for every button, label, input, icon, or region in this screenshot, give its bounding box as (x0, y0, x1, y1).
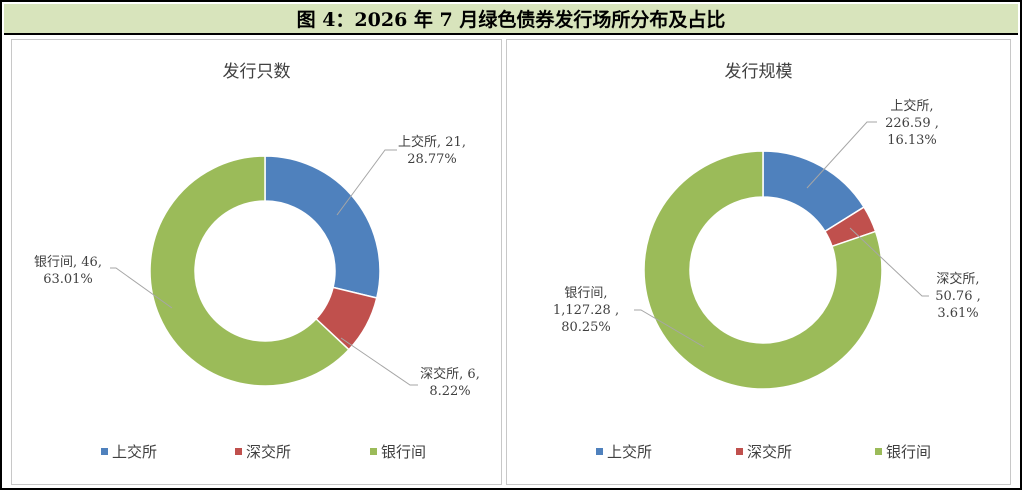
legend-label-shenzhen: 深交所 (246, 443, 292, 461)
leader-line-shanghai (806, 121, 877, 189)
donut-slice-interbank (149, 155, 350, 387)
legend-label-interbank: 银行间 (381, 443, 427, 461)
leader-line-shanghai (336, 149, 397, 216)
legend-swatch-shenzhen (736, 448, 743, 455)
data-label-line: 深交所, 6, (420, 366, 480, 382)
legend-label-shanghai: 上交所 (112, 443, 158, 461)
legend-item-interbank: 银行间 (370, 441, 426, 462)
leader-line-interbank (634, 309, 705, 348)
chart-panel-amount: 发行规模 上交所, 226.59 , 16.13% 深交所, 50.76 , 3.61% 银… (506, 39, 1011, 485)
donut-chart-amount: 上交所, 226.59 , 16.13% 深交所, 50.76 , 3.61% 银行间, 1,… (553, 98, 981, 390)
data-label-shanghai: 上交所, 21, 28.77% (398, 134, 466, 167)
leader-line-shenzhen (849, 227, 929, 297)
legend-count: 上交所 深交所 银行间 (12, 441, 501, 461)
data-label-line: 28.77% (407, 152, 457, 167)
data-label-line: 8.22% (429, 384, 470, 399)
data-label-line: 3.61% (937, 306, 978, 321)
data-label-line: 银行间, (564, 286, 607, 301)
legend-swatch-interbank (370, 448, 377, 455)
legend-swatch-interbank (875, 448, 882, 455)
data-label-line: 16.13% (887, 133, 937, 148)
legend-item-shanghai: 上交所 (596, 441, 652, 462)
data-label-line: 63.01% (43, 272, 93, 287)
data-label-line: 226.59 , (885, 116, 939, 131)
legend-label-interbank: 银行间 (886, 443, 932, 461)
data-label-line: 1,127.28 , (553, 303, 619, 318)
data-label-shanghai: 上交所, 226.59 , 16.13% (885, 98, 939, 148)
donut-chart-count: 上交所, 21, 28.77% 深交所, 6, 8.22% 银行间, 46, 63.01% (34, 134, 480, 399)
data-label-shenzhen: 深交所, 50.76 , 3.61% (935, 271, 980, 321)
chart-panel-count: 发行只数 上交所, 21, 28.77% 深交所, 6, 8.22% 银行间, 46, 6… (11, 39, 502, 485)
legend-label-shanghai: 上交所 (607, 443, 653, 461)
data-label-line: 深交所, (936, 271, 979, 287)
legend-item-shenzhen: 深交所 (235, 441, 291, 462)
chart-title-count: 发行只数 (222, 62, 291, 82)
legend-swatch-shenzhen (235, 448, 242, 455)
leader-line-interbank (110, 267, 173, 309)
legend-item-interbank: 银行间 (875, 441, 931, 462)
data-label-interbank: 银行间, 1,127.28 , 80.25% (553, 286, 619, 335)
data-label-line: 上交所, (890, 98, 933, 114)
legend-item-shenzhen: 深交所 (736, 441, 792, 462)
donut-slice-interbank (643, 150, 883, 390)
data-label-line: 银行间, 46, (34, 255, 102, 270)
legend-label-shenzhen: 深交所 (747, 443, 793, 461)
data-label-line: 50.76 , (935, 289, 980, 304)
data-label-line: 80.25% (561, 320, 611, 335)
legend-item-shanghai: 上交所 (101, 441, 157, 462)
donut-slice-shanghai (264, 155, 381, 299)
data-label-interbank: 银行间, 46, 63.01% (34, 255, 102, 287)
data-label-shenzhen: 深交所, 6, 8.22% (420, 366, 480, 399)
leader-line-shenzhen (340, 337, 418, 386)
legend-swatch-shanghai (101, 448, 108, 455)
legend-swatch-shanghai (596, 448, 603, 455)
legend-amount: 上交所 深交所 银行间 (507, 441, 1010, 461)
figure-title: 图 4：2026 年 7 月绿色债券发行场所分布及占比 (4, 4, 1018, 35)
chart-title-amount: 发行规模 (724, 62, 793, 82)
data-label-line: 上交所, 21, (398, 134, 466, 150)
